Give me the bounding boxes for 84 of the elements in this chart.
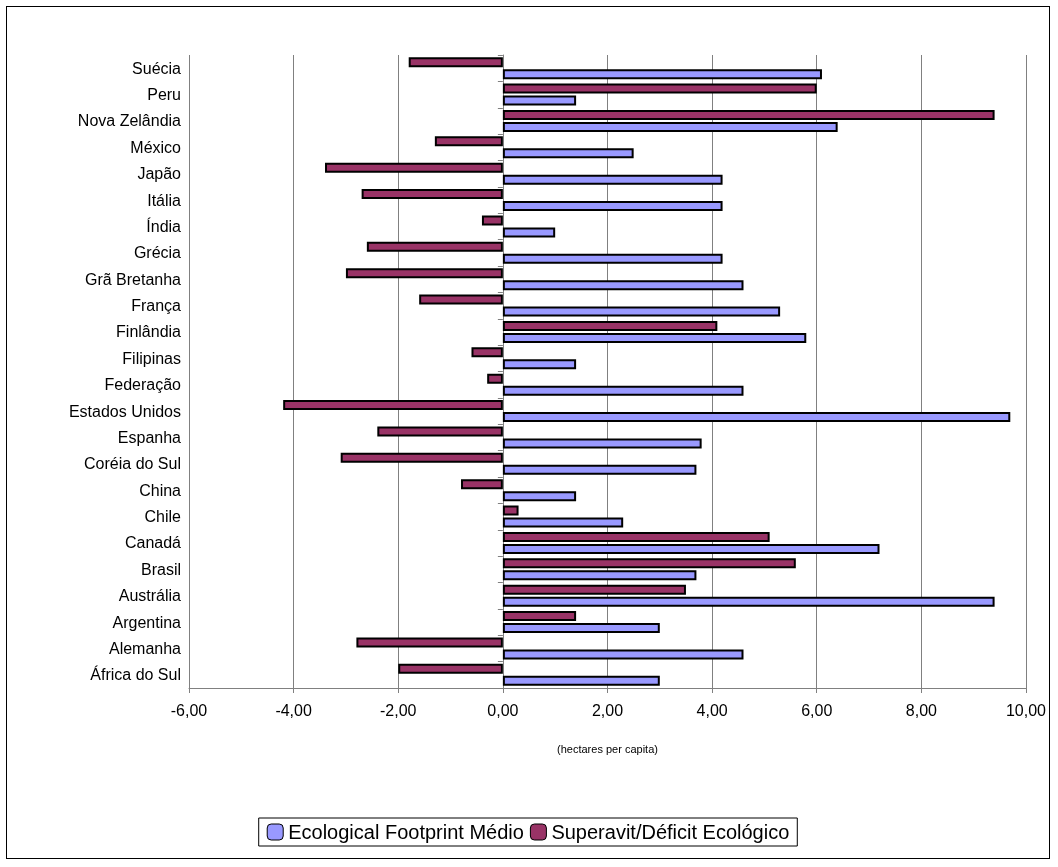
bar	[502, 649, 744, 660]
y-tick-label: África do Sul	[90, 665, 181, 684]
x-tick-label: -4,00	[275, 701, 312, 719]
y-tick-label: Brasil	[140, 560, 181, 578]
bar	[502, 109, 995, 120]
bar	[502, 95, 577, 106]
bar	[502, 280, 744, 291]
bar	[502, 464, 697, 475]
y-tick-label: Espanha	[117, 428, 182, 446]
bar	[502, 675, 660, 686]
x-tick-label: -2,00	[380, 701, 417, 719]
bar	[502, 412, 1011, 423]
bar	[377, 426, 503, 437]
y-tick-label: Grécia	[133, 244, 182, 262]
bar	[502, 505, 519, 516]
y-tick-label: Coréia do Sul	[84, 455, 181, 473]
bar	[398, 663, 503, 674]
x-tick-label: 10,00	[1005, 701, 1047, 719]
bar	[340, 452, 503, 463]
bar	[502, 596, 995, 607]
bar	[502, 69, 822, 80]
bar	[361, 189, 503, 200]
x-tick-label: -6,00	[170, 701, 208, 719]
bar	[366, 241, 503, 252]
y-tick-label: Filipinas	[122, 349, 181, 367]
bar	[502, 148, 634, 159]
bar	[502, 320, 718, 331]
bar	[502, 611, 577, 622]
bar	[502, 385, 744, 396]
x-tick-label: 8,00	[905, 701, 938, 719]
bar	[487, 373, 503, 384]
x-tick-label: 6,00	[801, 701, 833, 719]
bar	[502, 491, 577, 502]
bar	[481, 215, 503, 226]
bar	[502, 332, 807, 343]
y-tick-label: Canadá	[124, 534, 182, 552]
bar	[408, 57, 503, 68]
bar	[325, 162, 503, 173]
bar	[502, 438, 702, 449]
y-tick-label: Suécia	[132, 59, 182, 77]
x-tick-label: 0,00	[487, 701, 519, 719]
y-tick-label: França	[131, 297, 182, 315]
y-tick-label: Finlândia	[116, 323, 182, 341]
legend-label: Superavit/Déficit Ecológico	[551, 821, 790, 843]
x-tick-label: 4,00	[696, 701, 728, 719]
y-tick-label: Estados Unidos	[68, 402, 181, 420]
y-tick-label: China	[139, 481, 182, 499]
y-tick-label: Federação	[104, 376, 182, 394]
bar	[502, 306, 781, 317]
bar	[419, 294, 503, 305]
bar	[502, 558, 796, 569]
bar	[471, 347, 503, 358]
legend-label: Ecological Footprint Médio	[288, 821, 524, 843]
bar	[434, 136, 503, 147]
y-tick-label: Alemanha	[108, 639, 182, 657]
y-tick-label: México	[130, 138, 182, 156]
bar	[283, 400, 503, 411]
bar	[502, 531, 770, 542]
x-axis-title: (hectares per capita)	[557, 742, 658, 755]
y-tick-label: Chile	[144, 508, 182, 526]
y-tick-label: Itália	[147, 191, 182, 209]
bar	[461, 479, 503, 490]
bar	[502, 584, 686, 595]
bar	[345, 268, 503, 279]
bar	[502, 174, 723, 185]
bar	[502, 253, 723, 264]
bar	[502, 570, 697, 581]
bar	[356, 637, 503, 648]
y-tick-label: Nova Zelândia	[77, 112, 182, 130]
bar	[502, 623, 660, 634]
bar	[502, 227, 556, 238]
y-tick-label: Argentina	[112, 613, 182, 631]
y-tick-label: Índia	[146, 216, 182, 235]
bar	[502, 201, 723, 212]
x-tick-label: 2,00	[591, 701, 624, 719]
bar	[502, 121, 838, 132]
y-tick-label: Peru	[147, 86, 181, 104]
bar	[502, 83, 817, 94]
bar	[502, 359, 577, 370]
bar	[502, 517, 624, 528]
bar	[502, 543, 880, 554]
y-tick-label: Grã Bretanha	[84, 270, 182, 288]
y-tick-label: Japão	[137, 165, 182, 183]
y-tick-label: Austrália	[118, 587, 182, 605]
